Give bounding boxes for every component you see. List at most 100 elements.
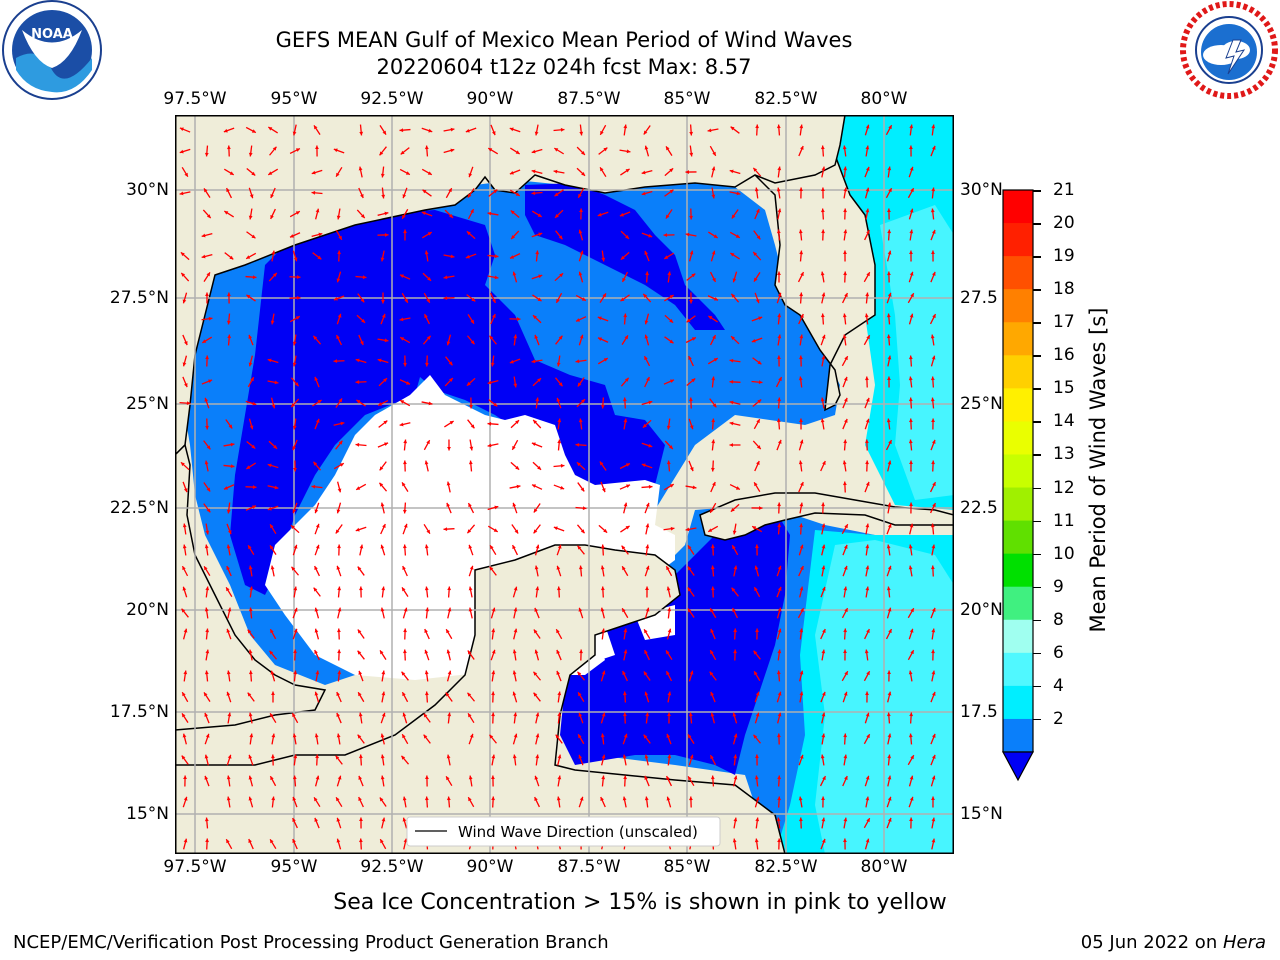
- wind-arrow-head: [754, 565, 759, 570]
- wind-arrow-head: [271, 250, 276, 255]
- wind-arrow-head: [315, 544, 320, 549]
- wind-arrow-head: [777, 586, 782, 591]
- wind-arrow-head: [248, 545, 252, 550]
- wind-arrow-head: [534, 334, 539, 339]
- wind-arrow-head: [931, 271, 936, 276]
- wind-arrow-head: [645, 523, 650, 528]
- wind-arrow-head: [821, 229, 826, 234]
- wind-arrow-head: [488, 148, 493, 152]
- wind-arrow-head: [624, 377, 629, 382]
- wind-arrow-head: [182, 544, 187, 549]
- wind-arrow-head: [314, 607, 319, 612]
- wind-arrow-head: [931, 439, 936, 444]
- wind-arrow-head: [777, 838, 781, 843]
- wind-arrow-head: [886, 586, 891, 591]
- wind-arrow-head: [865, 481, 870, 486]
- wind-arrow-head: [687, 608, 692, 613]
- wind-arrow-head: [557, 754, 562, 759]
- wind-arrow-head: [599, 461, 604, 466]
- wind-arrow-head: [250, 377, 254, 382]
- wind-arrow-head: [799, 628, 804, 633]
- wind-arrow-head: [534, 775, 539, 780]
- nws-logo-icon: [1180, 1, 1278, 99]
- wind-arrow-head: [531, 169, 536, 174]
- wind-arrow-head: [336, 628, 341, 633]
- north-coast: [175, 115, 954, 457]
- wind-arrow-head: [777, 649, 782, 654]
- wind-arrow-head: [691, 378, 696, 383]
- wind-arrow-head: [689, 215, 693, 220]
- wind-arrow-head: [533, 671, 538, 676]
- wind-arrow-head: [821, 502, 825, 507]
- wind-arrow-head: [799, 586, 804, 591]
- wind-arrow-head: [422, 189, 427, 194]
- wind-arrow-head: [668, 445, 673, 449]
- wind-arrow-head: [908, 355, 913, 360]
- wind-arrow-head: [249, 425, 254, 430]
- wind-arrow-head: [337, 488, 342, 493]
- wind-arrow-head: [909, 712, 914, 717]
- wind-arrow-head: [248, 754, 253, 759]
- wind-arrow-head: [648, 484, 653, 489]
- wind-arrow-head: [180, 252, 185, 257]
- wind-arrow-head: [732, 278, 737, 283]
- wind-arrow-head: [537, 213, 542, 217]
- wind-arrow-head: [380, 775, 385, 780]
- wind-arrow-head: [729, 169, 734, 174]
- wind-arrow-head: [223, 486, 228, 490]
- wind-arrow-head: [182, 523, 187, 528]
- wind-arrow-head: [399, 422, 404, 427]
- wind-arrow-head: [865, 397, 870, 402]
- colorbar-tick-label: 16: [1053, 345, 1075, 366]
- wind-arrow-head: [644, 250, 649, 255]
- wind-arrow-head: [622, 608, 626, 613]
- wind-arrow-head: [382, 130, 387, 135]
- wind-arrow-head: [777, 397, 782, 402]
- wind-arrow-head: [468, 607, 473, 612]
- wind-arrow-head: [494, 275, 499, 280]
- wind-arrow-head: [425, 362, 429, 367]
- wind-arrow-head: [246, 294, 251, 299]
- wind-arrow-head: [909, 208, 914, 213]
- wind-arrow-head: [755, 544, 759, 549]
- wind-arrow-head: [424, 544, 429, 549]
- wind-arrow-head: [799, 187, 803, 192]
- wind-arrow-head: [355, 358, 360, 363]
- wind-arrow-head: [865, 838, 870, 843]
- wind-arrow-head: [692, 485, 697, 490]
- wind-arrow-head: [622, 754, 627, 759]
- wind-arrow-head: [491, 628, 496, 633]
- wind-arrow-head: [821, 691, 826, 696]
- wind-arrow-head: [776, 418, 781, 423]
- colorbar-segment: [1003, 289, 1033, 323]
- wind-arrow-head: [821, 649, 826, 654]
- lat-label: 15°N: [126, 804, 169, 824]
- wind-arrow-head: [577, 382, 582, 387]
- wind-arrow-head: [578, 712, 583, 717]
- wind-arrow-head: [865, 187, 870, 192]
- wind-arrow-head: [733, 775, 738, 780]
- wind-arrow-head: [777, 313, 782, 318]
- cuba-land: [699, 492, 954, 541]
- wind-arrow-head: [755, 754, 759, 759]
- wind-arrow-head: [910, 755, 914, 760]
- wind-arrow-head: [645, 502, 650, 507]
- colorbar-segment: [1003, 685, 1033, 720]
- wind-arrow-head: [358, 754, 363, 759]
- wind-arrow-head: [205, 649, 210, 654]
- wind-arrow-head: [843, 628, 848, 633]
- wind-arrow-head: [756, 419, 760, 424]
- wind-arrow-head: [580, 487, 585, 492]
- wind-arrow-head: [798, 460, 803, 465]
- wind-arrow-head: [314, 733, 319, 738]
- wind-arrow-head: [446, 776, 450, 781]
- wind-arrow-head: [643, 671, 648, 676]
- wind-arrow-head: [399, 274, 404, 278]
- wind-arrow-head: [381, 299, 385, 304]
- colorbar-tick-label: 15: [1053, 378, 1075, 399]
- wind-arrow-head: [645, 586, 649, 591]
- colorbar-tick-label: 10: [1053, 543, 1075, 564]
- wind-arrow-head: [402, 566, 406, 570]
- wind-arrow-head: [689, 152, 694, 157]
- wind-arrow-head: [887, 166, 892, 171]
